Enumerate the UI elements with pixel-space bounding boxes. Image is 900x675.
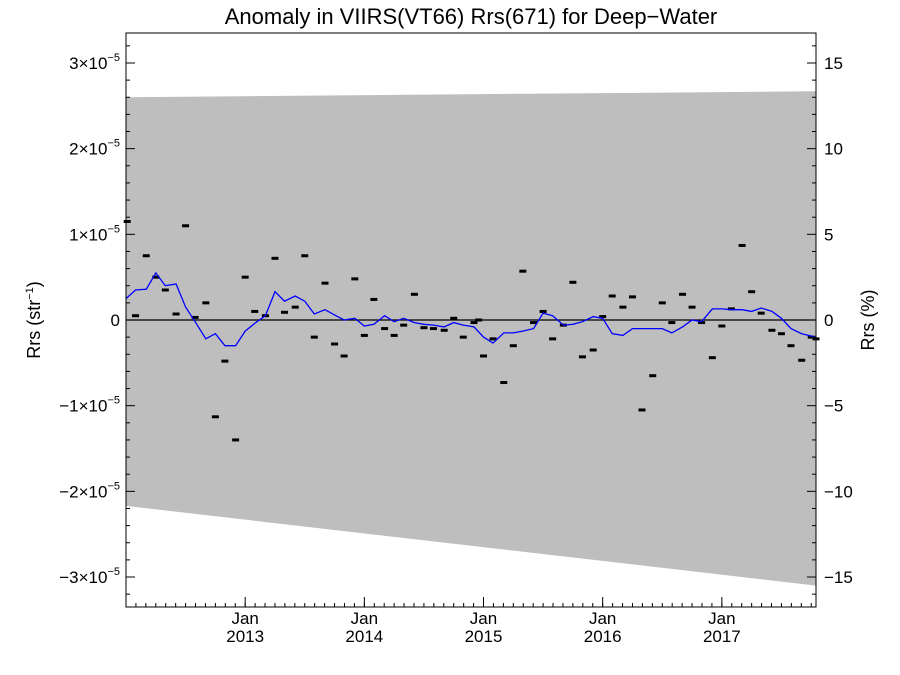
uncertainty-band-layer bbox=[126, 91, 816, 586]
axes-layer: −3×10−5 −2×10−5 −1×10−5 0 1×10−5 2×10−5 3×10−5… bbox=[59, 45, 853, 646]
y-left-tick-label: 3×10−5 bbox=[69, 52, 120, 73]
smoothed-line-layer bbox=[125, 271, 817, 347]
y-right-tick-label: 15 bbox=[824, 54, 843, 73]
y-right-tick-label: 5 bbox=[824, 225, 833, 244]
smoothed-series-line bbox=[125, 271, 817, 347]
y-left-tick-label: −1×10−5 bbox=[59, 395, 120, 416]
y-left-tick-label: 0 bbox=[111, 311, 120, 330]
x-tick-year-label: 2017 bbox=[703, 627, 741, 646]
y-axis-label-right: Rrs (%) bbox=[858, 290, 878, 351]
chart-title: Anomaly in VIIRS(VT66) Rrs(671) for Deep… bbox=[225, 4, 718, 29]
x-tick-month-label: Jan bbox=[708, 609, 735, 628]
y-right-tick-label: −10 bbox=[824, 482, 853, 501]
y-right-tick-label: −5 bbox=[824, 397, 843, 416]
y-right-tick-label: 0 bbox=[824, 311, 833, 330]
y-left-tick-label: −3×10−5 bbox=[59, 566, 120, 587]
x-tick-year-label: 2014 bbox=[345, 627, 383, 646]
x-tick-month-label: Jan bbox=[351, 609, 378, 628]
x-tick-month-label: Jan bbox=[589, 609, 616, 628]
x-tick-year-label: 2016 bbox=[584, 627, 622, 646]
uncertainty-band bbox=[126, 91, 816, 586]
y-left-tick-label: 2×10−5 bbox=[69, 138, 120, 159]
y-left-tick-label: 1×10−5 bbox=[69, 223, 120, 244]
y-axis-label-left: Rrs (str−1) bbox=[24, 281, 44, 359]
x-tick-year-label: 2013 bbox=[226, 627, 264, 646]
y-right-tick-label: −15 bbox=[824, 568, 853, 587]
y-left-tick-label: −2×10−5 bbox=[59, 480, 120, 501]
x-tick-month-label: Jan bbox=[231, 609, 258, 628]
x-tick-month-label: Jan bbox=[470, 609, 497, 628]
x-tick-year-label: 2015 bbox=[465, 627, 503, 646]
y-right-tick-label: 10 bbox=[824, 140, 843, 159]
